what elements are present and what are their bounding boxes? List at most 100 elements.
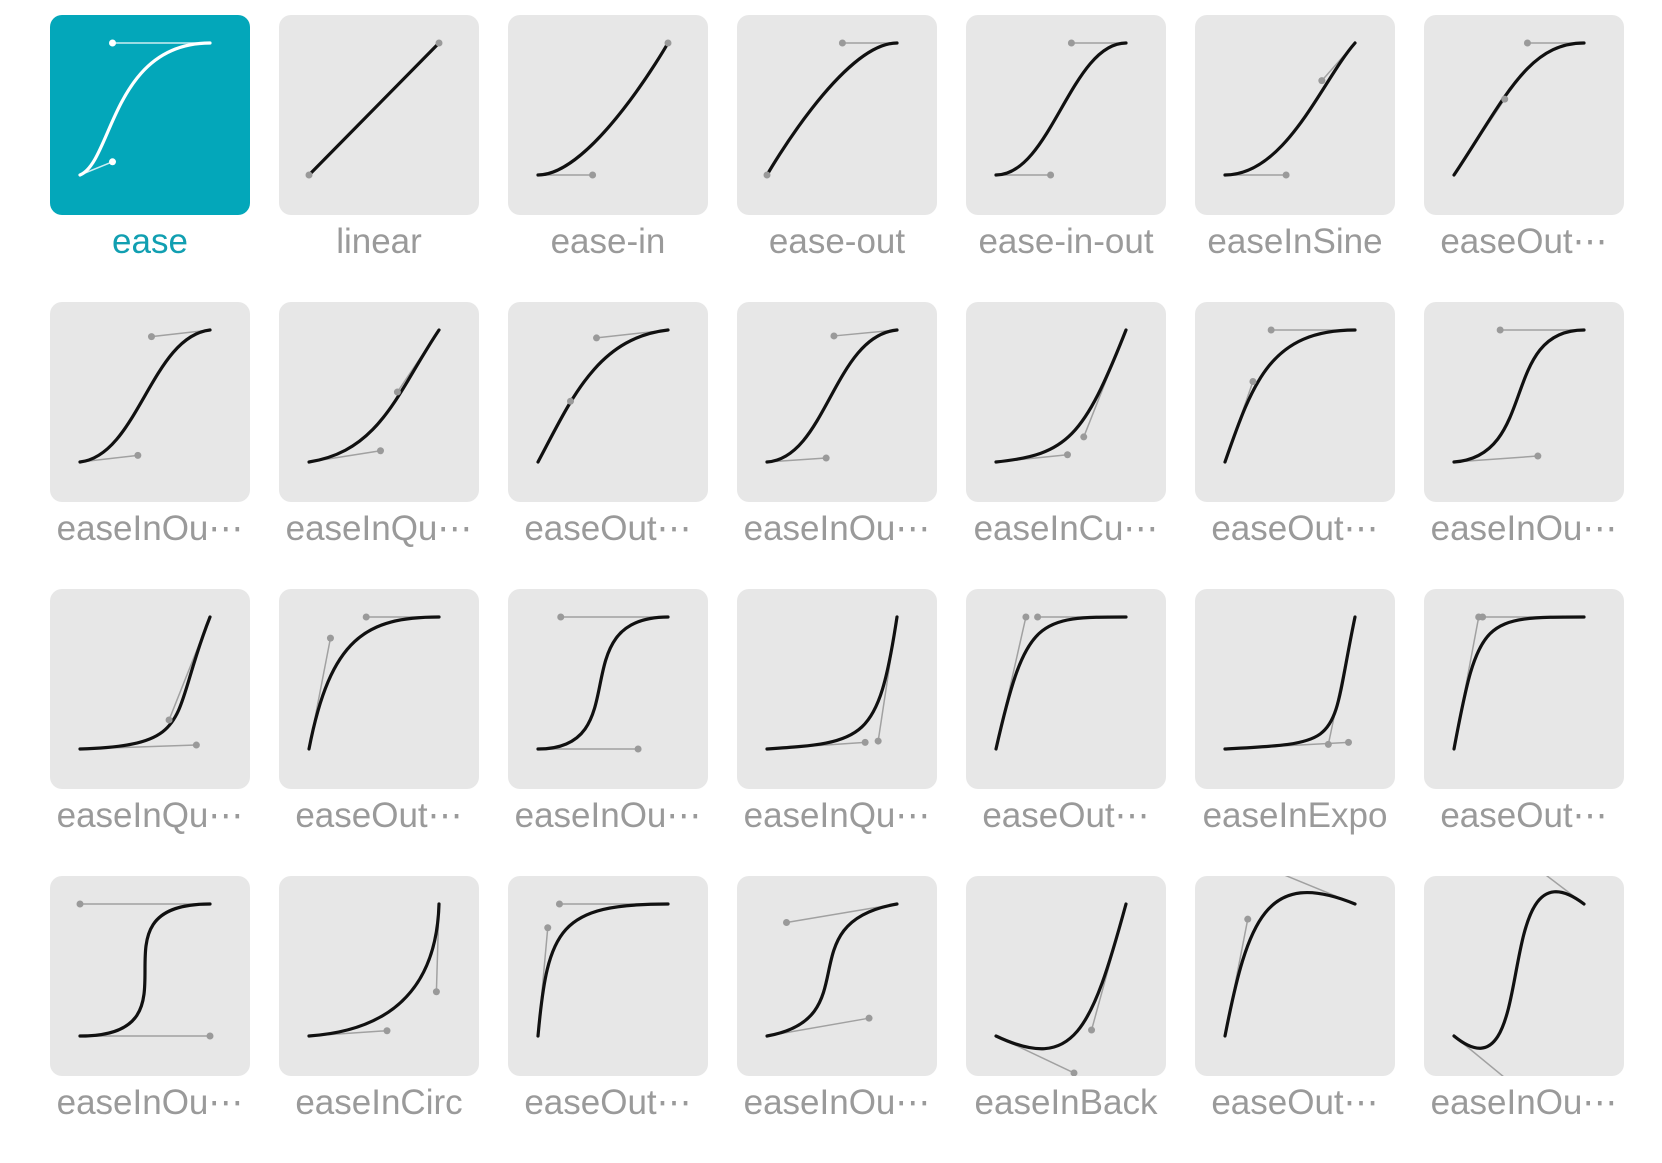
easing-option[interactable]: easeOut⋯	[1195, 876, 1395, 1163]
easing-option[interactable]: ease-in	[508, 15, 708, 302]
easing-label: ease-in	[550, 222, 666, 261]
easing-preview-tile[interactable]	[279, 302, 479, 502]
easing-option[interactable]: easeInQu⋯	[279, 302, 479, 589]
easing-option[interactable]: linear	[279, 15, 479, 302]
easing-preview-tile[interactable]	[966, 302, 1166, 502]
easing-curve	[78, 615, 212, 751]
easing-preview-tile[interactable]	[50, 876, 250, 1076]
easing-curve	[1223, 41, 1357, 177]
easing-curve	[307, 902, 441, 1038]
easing-preview-tile[interactable]	[737, 302, 937, 502]
bezier-curve-graph	[536, 613, 670, 753]
control-point-1	[206, 1032, 214, 1040]
easing-preview-tile[interactable]	[508, 15, 708, 215]
easing-preview-tile[interactable]	[1195, 589, 1395, 789]
easing-curve	[765, 902, 899, 1038]
easing-option[interactable]: easeInOu⋯	[737, 876, 937, 1163]
easing-preview-tile[interactable]	[1424, 589, 1624, 789]
easing-label: easeInOu⋯	[743, 1083, 931, 1122]
control-point-1	[1345, 738, 1352, 746]
easing-curve	[994, 328, 1128, 464]
easing-preview-tile[interactable]	[279, 876, 479, 1076]
easing-option[interactable]: easeOut⋯	[1424, 589, 1624, 876]
easing-preview-tile[interactable]	[508, 302, 708, 502]
control-point-2	[1523, 39, 1531, 47]
control-point-1	[109, 158, 116, 166]
control-point-2	[1324, 740, 1332, 748]
handle-line-start	[1453, 1035, 1504, 1076]
easing-option[interactable]: easeInBack	[966, 876, 1166, 1163]
control-point-2	[874, 737, 882, 745]
control-point-2	[76, 900, 84, 908]
easing-option[interactable]: easeOut⋯	[1195, 302, 1395, 589]
easing-option[interactable]: ease-out	[737, 15, 937, 302]
control-point-1	[822, 454, 830, 462]
easing-preview-tile[interactable]	[737, 876, 937, 1076]
easing-preview-tile[interactable]	[966, 15, 1166, 215]
easing-option[interactable]: ease-in-out	[966, 15, 1166, 302]
bezier-curve-graph	[1452, 613, 1586, 751]
bezier-curve-graph	[994, 328, 1128, 464]
control-point-2	[148, 333, 155, 341]
control-point-2	[362, 613, 370, 621]
easing-option[interactable]: easeInSine	[1195, 15, 1395, 302]
easing-preview-tile[interactable]	[1195, 302, 1395, 502]
control-point-1	[1244, 915, 1252, 923]
bezier-curve-graph	[994, 39, 1128, 179]
easing-preview-tile[interactable]	[508, 876, 708, 1076]
easing-option[interactable]: ease	[50, 15, 250, 302]
easing-label: linear	[336, 222, 422, 261]
easing-curve	[994, 902, 1128, 1051]
easing-option[interactable]: easeInOu⋯	[737, 302, 937, 589]
control-point-2	[664, 39, 672, 47]
easing-preview-tile[interactable]	[50, 15, 250, 215]
bezier-curve-graph	[78, 39, 212, 177]
easing-preview-tile[interactable]	[1195, 15, 1395, 215]
easing-option[interactable]: easeInOu⋯	[508, 589, 708, 876]
control-point-1	[589, 171, 597, 179]
control-point-2	[838, 39, 846, 47]
easing-preview-tile[interactable]	[1424, 302, 1624, 502]
easing-option[interactable]: easeOut⋯	[279, 589, 479, 876]
easing-option[interactable]: easeOut⋯	[1424, 15, 1624, 302]
bezier-curve-graph	[763, 39, 899, 179]
bezier-curve-graph	[1452, 39, 1586, 177]
easing-option[interactable]: easeInOu⋯	[50, 876, 250, 1163]
easing-preview-tile[interactable]	[1424, 876, 1624, 1076]
easing-preview-tile[interactable]	[279, 589, 479, 789]
control-point-1	[1501, 95, 1509, 103]
bezier-curve-graph	[307, 902, 441, 1038]
easing-preview-tile[interactable]	[966, 876, 1166, 1076]
easing-preview-tile[interactable]	[737, 589, 937, 789]
easing-option[interactable]: easeOut⋯	[508, 876, 708, 1163]
easing-option[interactable]: easeInOu⋯	[1424, 302, 1624, 589]
easing-label: easeInQu⋯	[285, 509, 473, 548]
easing-curve	[78, 328, 212, 464]
easing-option[interactable]: easeInOu⋯	[50, 302, 250, 589]
easing-preview-tile[interactable]	[50, 302, 250, 502]
easing-option[interactable]: easeInCu⋯	[966, 302, 1166, 589]
easing-preview-tile[interactable]	[279, 15, 479, 215]
easing-option[interactable]: easeInQu⋯	[737, 589, 937, 876]
bezier-curve-graph	[1223, 615, 1357, 751]
easing-preview-tile[interactable]	[737, 15, 937, 215]
control-point-1	[1282, 171, 1290, 179]
easing-option[interactable]: easeInQu⋯	[50, 589, 250, 876]
easing-option[interactable]: easeInCirc	[279, 876, 479, 1163]
easing-label: easeOut⋯	[982, 796, 1150, 835]
control-point-2	[593, 334, 600, 342]
easing-preview-tile[interactable]	[1195, 876, 1395, 1076]
easing-label: easeInSine	[1207, 222, 1383, 261]
easing-preview-tile[interactable]	[1424, 15, 1624, 215]
easing-label: easeInCu⋯	[973, 509, 1159, 548]
bezier-curve-graph	[536, 39, 672, 179]
easing-option[interactable]: easeInExpo	[1195, 589, 1395, 876]
easing-option[interactable]: easeInOu⋯	[1424, 876, 1624, 1163]
easing-preview-tile[interactable]	[508, 589, 708, 789]
easing-curve	[536, 328, 670, 464]
bezier-curve-graph	[994, 613, 1128, 751]
easing-preview-tile[interactable]	[966, 589, 1166, 789]
easing-preview-tile[interactable]	[50, 589, 250, 789]
easing-option[interactable]: easeOut⋯	[966, 589, 1166, 876]
easing-option[interactable]: easeOut⋯	[508, 302, 708, 589]
